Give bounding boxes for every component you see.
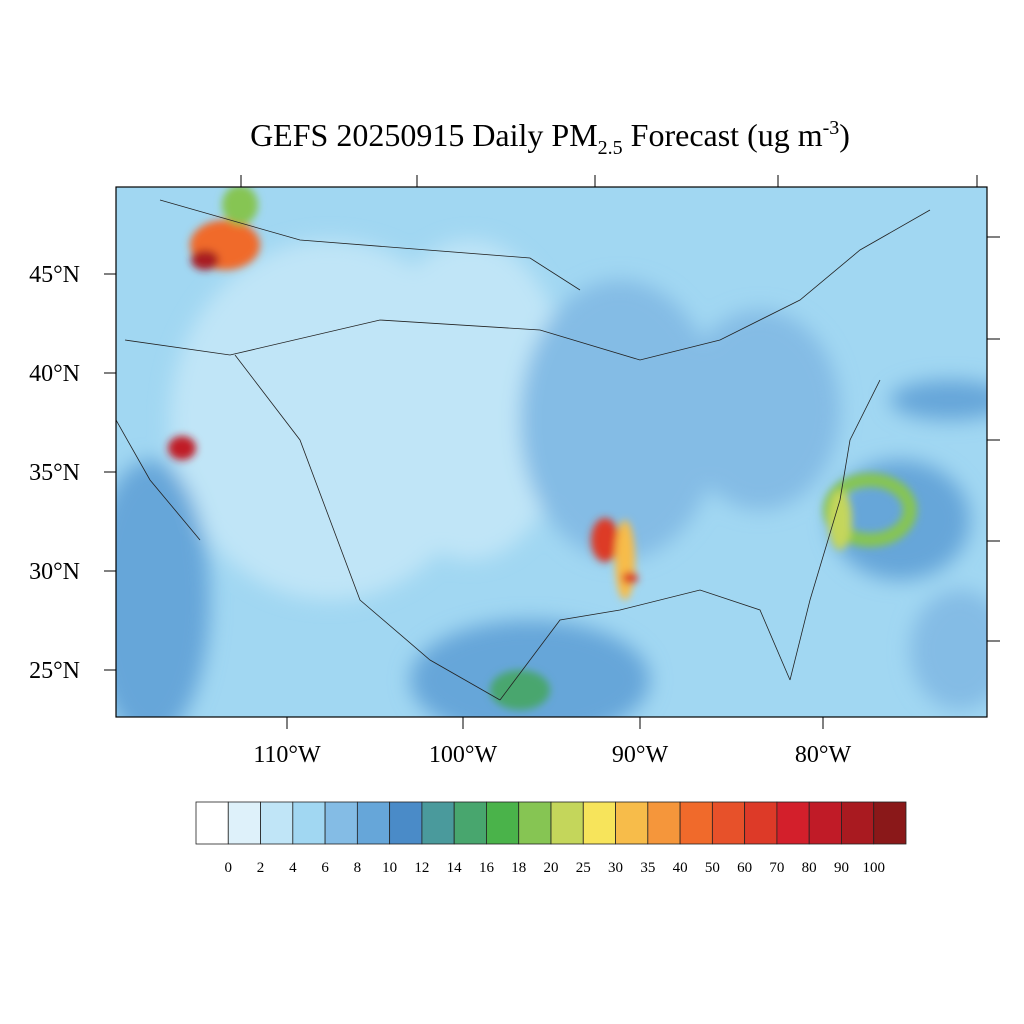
colorbar-label: 25	[576, 860, 591, 876]
colorbar-box	[776, 801, 810, 845]
colorbar-box	[841, 801, 875, 845]
colorbar-box	[260, 801, 294, 845]
colorbar-box	[292, 801, 326, 845]
colorbar-box	[873, 801, 907, 845]
colorbar-box	[227, 801, 261, 845]
lat-label: 45°N	[29, 262, 80, 288]
lon-label: 110°W	[253, 742, 321, 768]
colorbar-label: 90	[834, 860, 849, 876]
colorbar-label: 10	[382, 860, 397, 876]
colorbar-label: 60	[737, 860, 752, 876]
colorbar-box	[711, 801, 746, 845]
axis-ticks: 45°N 40°N 35°N 30°N 25°N 110°W 100°W 90°W 80°W	[29, 175, 1000, 768]
lat-label: 35°N	[29, 460, 80, 486]
colorbar-label: 4	[289, 860, 297, 876]
map-field	[116, 187, 987, 717]
colorbar-box	[550, 801, 584, 845]
title-middle: Forecast (ug m	[623, 117, 823, 153]
colorbar-box	[195, 801, 229, 845]
colorbar-label: 100	[862, 860, 885, 876]
colorbar-label: 14	[447, 860, 463, 876]
lon-label: 80°W	[795, 742, 852, 768]
colorbar-label: 70	[769, 860, 784, 876]
colorbar-box	[453, 801, 487, 845]
title-main: GEFS 20250915 Daily PM	[250, 117, 598, 153]
colorbar-box	[486, 801, 520, 845]
colorbar-box	[324, 801, 358, 845]
map-frame	[115, 186, 988, 718]
colorbar-label: 16	[479, 860, 495, 876]
lat-label: 25°N	[29, 658, 80, 684]
colorbar-box	[356, 801, 391, 845]
colorbar-box	[808, 801, 842, 845]
title: GEFS 20250915 Daily PM2.5 Forecast (ug m…	[250, 117, 850, 159]
lat-label: 30°N	[29, 559, 80, 585]
colorbar-label: 2	[257, 860, 265, 876]
colorbar-label: 50	[705, 860, 720, 876]
colorbar-label: 18	[511, 860, 526, 876]
colorbar-label: 80	[802, 860, 817, 876]
colorbar-box	[744, 801, 778, 845]
lon-label: 100°W	[429, 742, 498, 768]
colorbar-label: 12	[414, 860, 429, 876]
boundaries	[116, 199, 931, 701]
colorbar-label: 8	[354, 860, 362, 876]
title-subscript: 2.5	[598, 137, 623, 159]
colorbar-label: 6	[321, 860, 329, 876]
colorbar-box	[679, 801, 713, 845]
colorbar-label: 35	[640, 860, 655, 876]
colorbar-box	[389, 801, 423, 845]
colorbar: 0 2 4 6 8 10 12 14 16 18 20 25 30 35 40 50 60 70 80 90 100	[195, 801, 907, 876]
colorbar-box	[518, 801, 552, 845]
colorbar-label: 40	[673, 860, 688, 876]
colorbar-box	[582, 801, 616, 845]
colorbar-box	[647, 801, 681, 845]
title-superscript: -3	[823, 117, 840, 139]
lon-label: 90°W	[612, 742, 669, 768]
colorbar-box	[615, 801, 649, 845]
lat-label: 40°N	[29, 361, 80, 387]
colorbar-label: 20	[544, 860, 559, 876]
colorbar-label: 30	[608, 860, 623, 876]
colorbar-box	[421, 801, 455, 845]
title-end: )	[839, 117, 850, 153]
colorbar-label: 0	[225, 860, 233, 876]
